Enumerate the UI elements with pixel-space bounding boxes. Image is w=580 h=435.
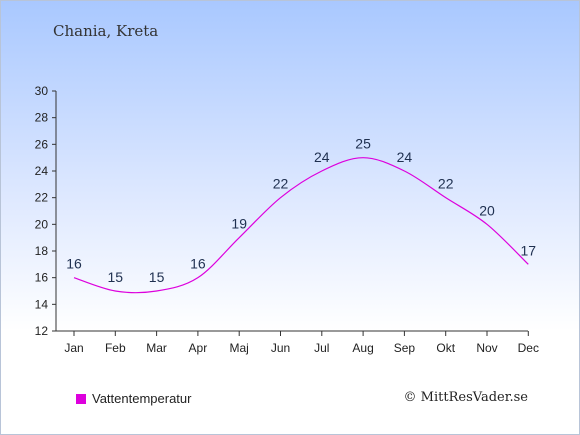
data-label: 16 xyxy=(66,256,82,272)
data-label: 24 xyxy=(397,149,413,165)
credit-text: © MittResVader.se xyxy=(403,390,528,405)
data-label: 25 xyxy=(355,136,371,152)
x-tick-label: Nov xyxy=(476,341,497,355)
x-tick-label: Okt xyxy=(436,341,455,355)
x-tick-label: Jan xyxy=(64,341,83,355)
y-tick-label: 20 xyxy=(35,217,49,231)
data-label: 15 xyxy=(108,269,124,285)
x-tick-label: Jun xyxy=(271,341,290,355)
x-tick-label: Sep xyxy=(394,341,416,355)
y-tick-label: 18 xyxy=(35,244,49,258)
y-tick-label: 12 xyxy=(35,324,49,338)
x-tick-label: Dec xyxy=(518,341,539,355)
x-tick-label: Feb xyxy=(105,341,126,355)
series-line xyxy=(73,157,529,294)
legend-label: Vattentemperatur xyxy=(92,391,192,406)
y-tick-label: 16 xyxy=(35,271,49,285)
legend: Vattentemperatur xyxy=(76,391,191,406)
data-label: 24 xyxy=(314,149,330,165)
data-labels: 16 15 15 16 19 22 24 25 24 22 20 17 xyxy=(66,136,536,285)
data-label: 16 xyxy=(190,256,206,272)
x-tick-label: Jul xyxy=(314,341,329,355)
x-tick-label: Mar xyxy=(146,341,167,355)
chart-title: Chania, Kreta xyxy=(53,22,159,40)
y-tick-label: 26 xyxy=(35,137,49,151)
x-tick-label: Apr xyxy=(189,341,208,355)
axes: 12 14 16 18 20 22 24 26 28 30 Jan Feb Mar Apr Maj Jun Ju… xyxy=(35,84,539,355)
x-tick-label: Aug xyxy=(352,341,373,355)
data-label: 17 xyxy=(521,242,537,258)
x-tick-label: Maj xyxy=(230,341,249,355)
y-tick-label: 30 xyxy=(35,84,49,98)
data-label: 22 xyxy=(438,176,454,192)
y-tick-label: 22 xyxy=(35,191,49,205)
y-tick-label: 28 xyxy=(35,111,49,125)
data-label: 15 xyxy=(149,269,165,285)
data-label: 22 xyxy=(273,176,289,192)
y-tick-label: 24 xyxy=(35,164,49,178)
series-layer xyxy=(73,157,529,294)
y-tick-label: 14 xyxy=(35,297,49,311)
legend-swatch xyxy=(76,393,86,404)
data-label: 20 xyxy=(479,202,495,218)
data-label: 19 xyxy=(231,216,247,232)
